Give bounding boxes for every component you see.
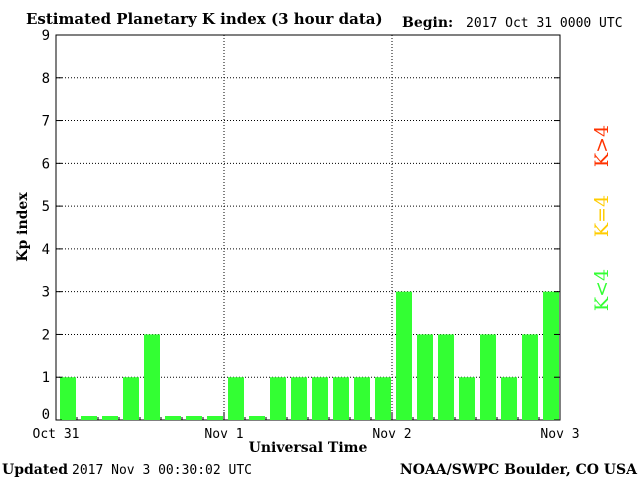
source-credit: NOAA/SWPC Boulder, CO USA xyxy=(400,462,638,478)
y-tick-label: 4 xyxy=(42,242,50,258)
x-tick-label: Oct 31 xyxy=(33,427,80,442)
bar xyxy=(438,334,454,420)
bar xyxy=(480,334,496,420)
y-tick-label: 8 xyxy=(42,71,50,87)
updated-label: Updated xyxy=(2,462,68,478)
bar xyxy=(354,377,370,420)
legend-item-k-equal-4: K=4 xyxy=(591,195,613,237)
updated-value: 2017 Nov 3 00:30:02 UTC xyxy=(72,463,252,478)
bar xyxy=(60,377,76,420)
bar xyxy=(522,334,538,420)
x-tick-label: Nov 2 xyxy=(372,427,411,442)
bar xyxy=(375,377,391,420)
bar xyxy=(312,377,328,420)
bar xyxy=(102,416,118,420)
bar xyxy=(249,416,265,420)
x-ticks: Oct 31 Nov 1 Nov 2 Nov 3 xyxy=(33,412,580,442)
bar xyxy=(207,416,223,420)
y-tick-label: 2 xyxy=(42,327,50,343)
legend: K<4 K=4 K>4 xyxy=(591,125,613,311)
y-tick-label: 5 xyxy=(42,199,50,215)
y-tick-label: 6 xyxy=(42,156,50,172)
chart-title: Estimated Planetary K index (3 hour data… xyxy=(26,10,383,28)
legend-item-k-less-4: K<4 xyxy=(591,269,613,311)
y-tick-label: 3 xyxy=(42,285,50,301)
y-axis-label: Kp index xyxy=(15,192,31,262)
x-tick-label: Nov 3 xyxy=(540,427,579,442)
begin-value: 2017 Oct 31 0000 UTC xyxy=(466,16,623,31)
grid-lines xyxy=(56,34,560,420)
bar xyxy=(543,291,559,420)
bar xyxy=(333,377,349,420)
bar xyxy=(81,416,97,420)
bars xyxy=(60,291,559,420)
bar xyxy=(165,416,181,420)
bar xyxy=(417,334,433,420)
y-tick-label: 1 xyxy=(42,370,50,386)
bar xyxy=(501,377,517,420)
y-ticks: 0 1 2 3 4 5 6 7 8 9 xyxy=(42,28,560,423)
legend-item-k-greater-4: K>4 xyxy=(591,125,613,167)
y-tick-label: 9 xyxy=(42,28,50,44)
begin-label: Begin: xyxy=(402,15,453,31)
y-tick-label: 7 xyxy=(42,114,50,130)
y-tick-label: 0 xyxy=(42,407,50,423)
bar xyxy=(123,377,139,420)
bar xyxy=(144,334,160,420)
bar xyxy=(459,377,475,420)
bar xyxy=(396,291,412,420)
bar xyxy=(186,416,202,420)
bar xyxy=(228,377,244,420)
x-tick-label: Nov 1 xyxy=(204,427,243,442)
bar xyxy=(270,377,286,420)
x-axis-label: Universal Time xyxy=(249,440,368,456)
bar xyxy=(291,377,307,420)
